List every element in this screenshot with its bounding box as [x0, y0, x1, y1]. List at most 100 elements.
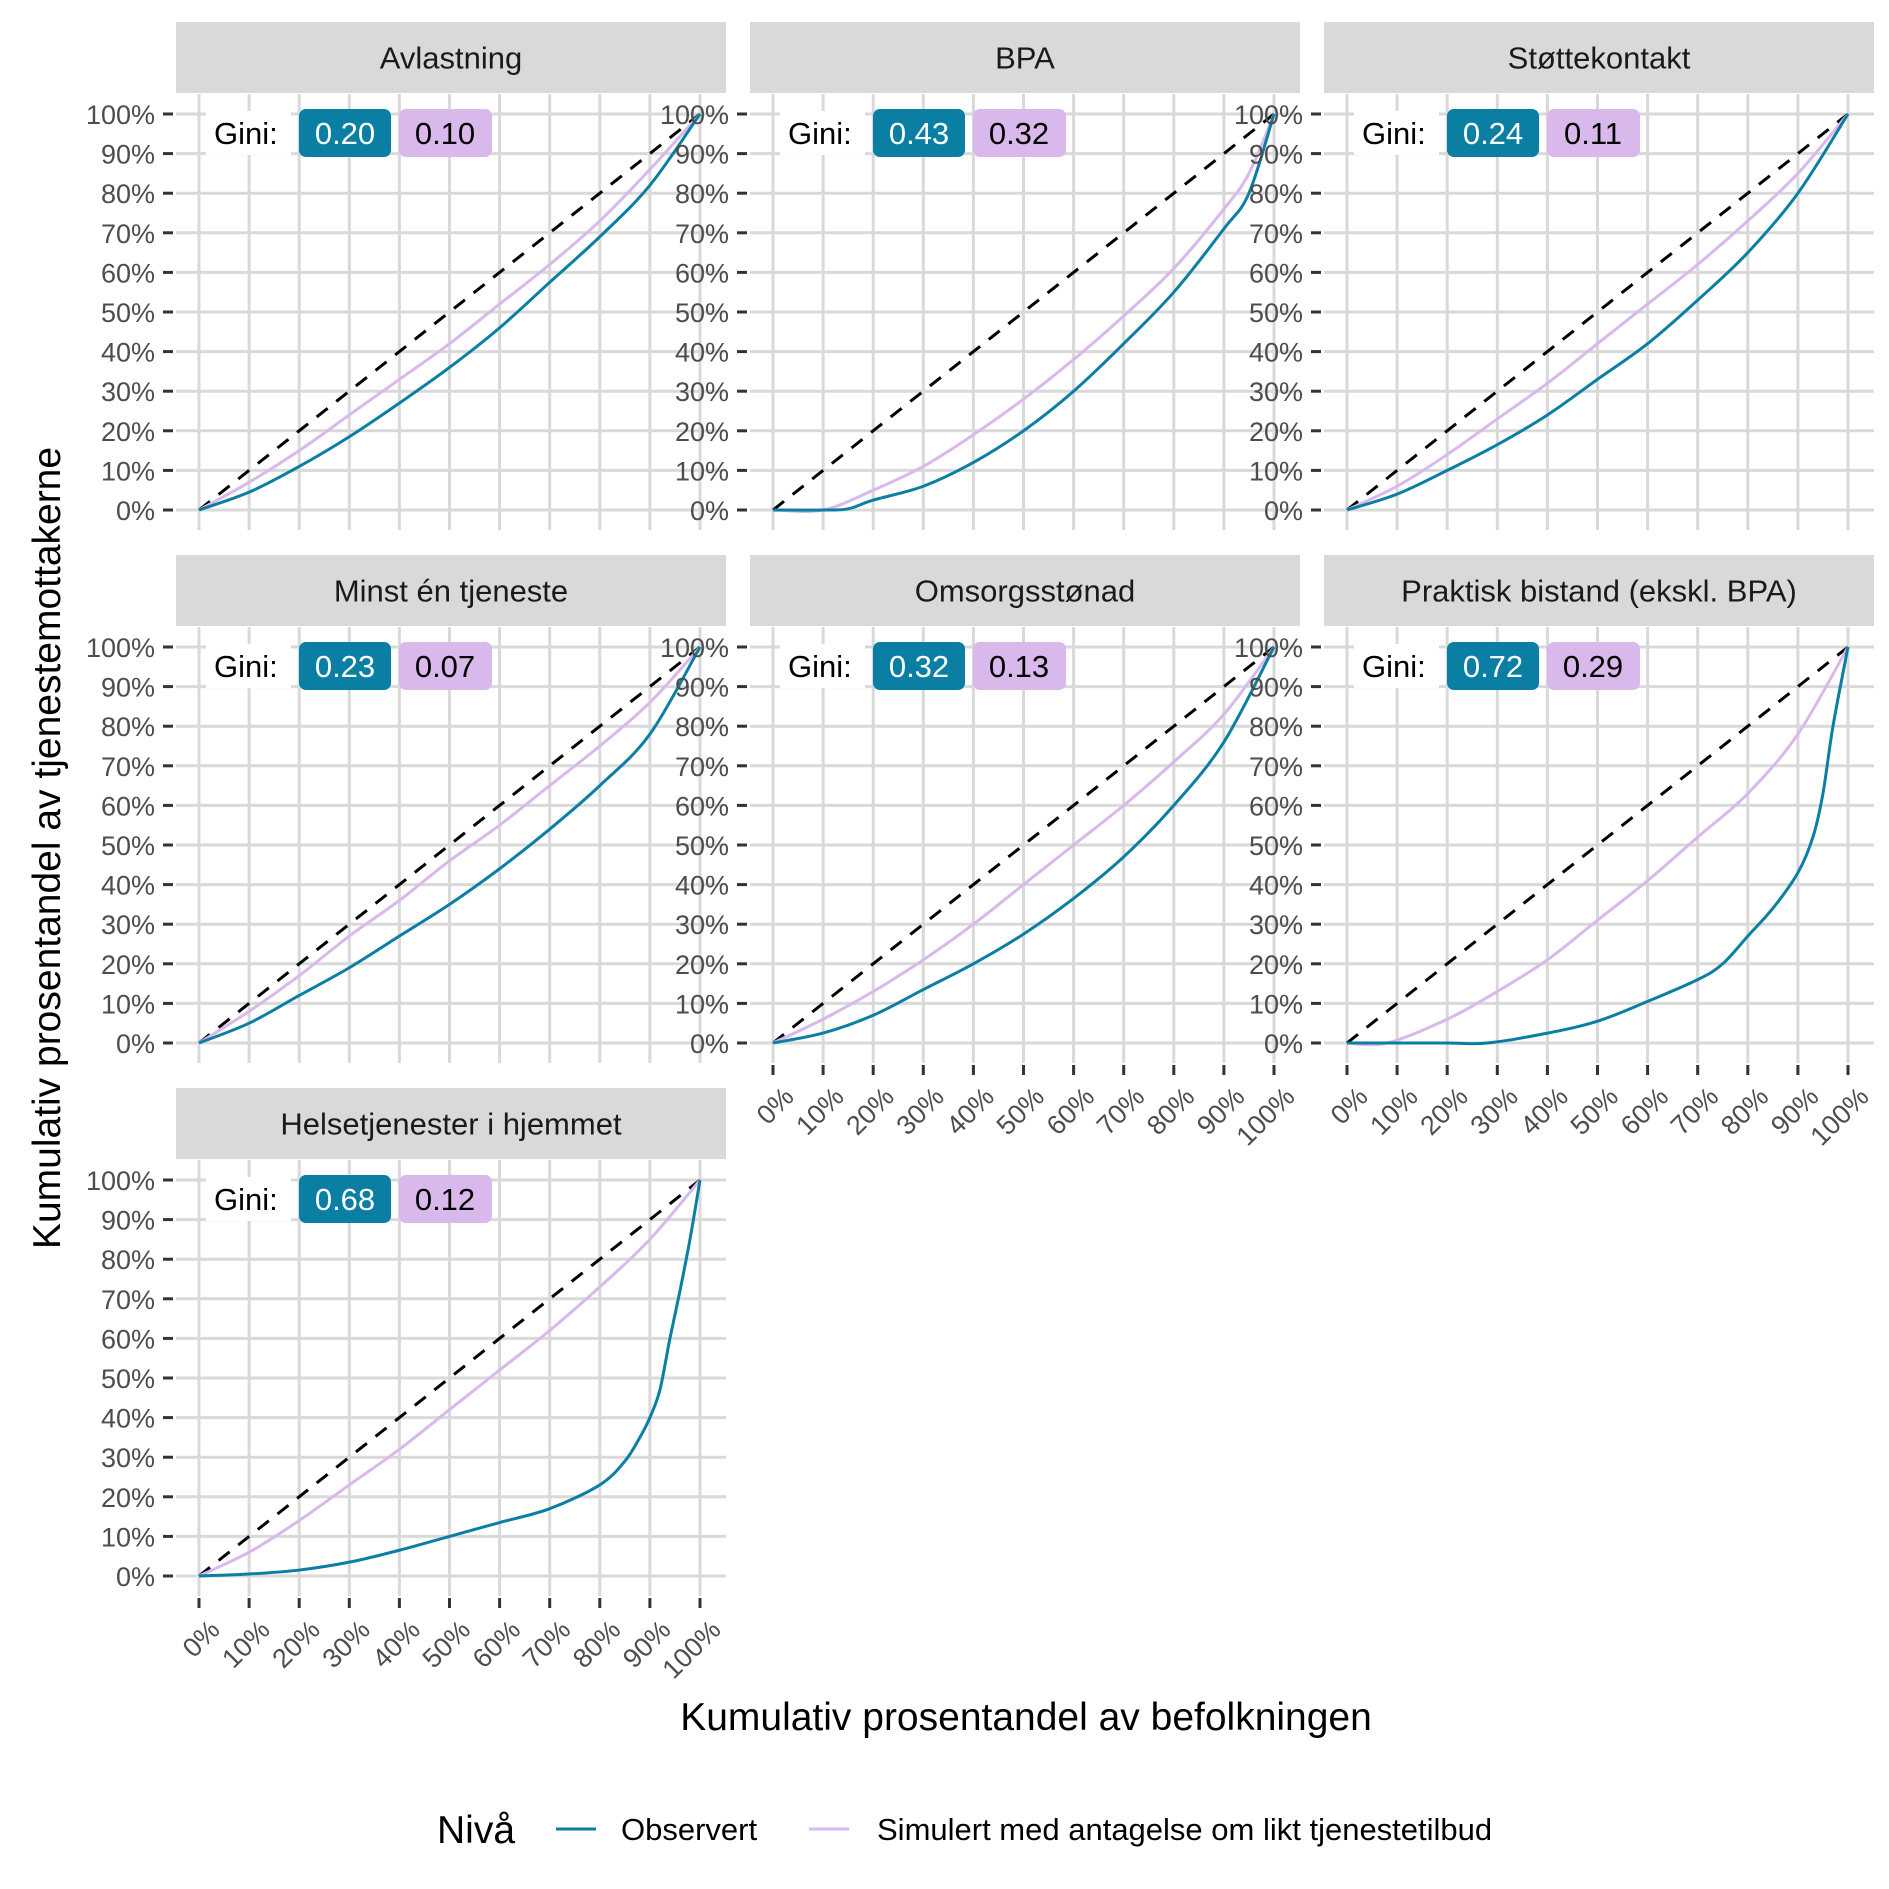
y-tick-label: 60% — [101, 258, 155, 288]
x-tick-label: 20% — [840, 1081, 899, 1140]
y-tick-label: 0% — [690, 496, 729, 526]
y-tick-label: 10% — [101, 1522, 155, 1552]
x-tick-label: 70% — [517, 1614, 576, 1673]
y-tick-label: 90% — [675, 140, 729, 170]
gini-observed-badge — [873, 642, 965, 690]
x-tick-label: 40% — [367, 1614, 426, 1673]
x-tick-label: 20% — [266, 1614, 325, 1673]
y-tick-label: 80% — [101, 179, 155, 209]
x-tick-label: 10% — [790, 1081, 849, 1140]
y-tick-label: 0% — [116, 1562, 155, 1592]
series-observed-line — [198, 646, 702, 1045]
gini-label: Gini: — [1362, 116, 1426, 151]
y-tick-label: 30% — [101, 1443, 155, 1473]
facet-title: Helsetjenester i hjemmet — [280, 1107, 622, 1142]
gini-observed-value: 0.43 — [889, 116, 949, 151]
gini-observed-badge — [299, 642, 391, 690]
y-tick-label: 60% — [1249, 791, 1303, 821]
x-tick-label: 50% — [417, 1614, 476, 1673]
x-tick-label: 30% — [890, 1081, 949, 1140]
y-tick-label: 50% — [1249, 831, 1303, 861]
x-tick-label: 70% — [1091, 1081, 1150, 1140]
y-tick-label: 50% — [675, 831, 729, 861]
gini-simulated-value: 0.10 — [415, 116, 475, 151]
gini-observed-badge — [1447, 109, 1539, 157]
x-tick-label: 80% — [1141, 1081, 1200, 1140]
y-tick-label: 10% — [675, 456, 729, 486]
y-tick-label: 100% — [1234, 100, 1303, 130]
facet-title: Minst én tjeneste — [334, 574, 568, 609]
x-tick-label: 10% — [216, 1614, 275, 1673]
gini-observed-value: 0.72 — [1463, 649, 1523, 684]
x-tick-label: 60% — [467, 1614, 526, 1673]
panel-omsorgsstønad: Omsorgsstønad0%10%20%30%40%50%60%70%80%9… — [660, 555, 1301, 1151]
y-tick-label: 10% — [101, 989, 155, 1019]
y-tick-label: 60% — [101, 1324, 155, 1354]
gini-observed-badge — [873, 109, 965, 157]
gini-observed-value: 0.32 — [889, 649, 949, 684]
y-tick-label: 80% — [1249, 179, 1303, 209]
equality-line — [1346, 645, 1849, 1045]
y-tick-label: 60% — [1249, 258, 1303, 288]
y-tick-label: 10% — [675, 989, 729, 1019]
y-tick-label: 30% — [675, 377, 729, 407]
y-tick-label: 30% — [1249, 910, 1303, 940]
y-tick-label: 100% — [660, 633, 729, 663]
x-tick-label: 60% — [1041, 1081, 1100, 1140]
facet-strip — [1324, 555, 1874, 626]
y-tick-label: 40% — [675, 871, 729, 901]
gini-observed-badge — [299, 1175, 391, 1223]
y-tick-label: 70% — [1249, 219, 1303, 249]
gini-label: Gini: — [788, 116, 852, 151]
y-tick-label: 0% — [116, 1029, 155, 1059]
series-simulated-line — [198, 645, 702, 1045]
gini-simulated-value: 0.07 — [415, 649, 475, 684]
series-observed-line — [1346, 113, 1850, 512]
x-tick-label: 50% — [991, 1081, 1050, 1140]
gini-label-bg — [206, 644, 291, 688]
gini-simulated-badge — [973, 642, 1066, 690]
legend-label-observed: Observert — [621, 1812, 757, 1847]
gini-label-bg — [206, 1177, 291, 1221]
facet-title: Støttekontakt — [1508, 41, 1691, 76]
y-tick-label: 60% — [675, 258, 729, 288]
y-tick-label: 50% — [101, 831, 155, 861]
equality-line — [198, 645, 701, 1045]
y-tick-label: 90% — [101, 140, 155, 170]
y-tick-label: 30% — [675, 910, 729, 940]
series-observed-line — [198, 113, 702, 512]
gini-observed-badge — [1447, 642, 1539, 690]
gini-label: Gini: — [214, 649, 278, 684]
gini-label: Gini: — [214, 1182, 278, 1217]
legend-title: Nivå — [437, 1809, 515, 1852]
gini-simulated-value: 0.13 — [989, 649, 1049, 684]
y-tick-label: 90% — [1249, 140, 1303, 170]
gini-simulated-value: 0.11 — [1564, 116, 1622, 151]
y-tick-label: 20% — [1249, 950, 1303, 980]
series-observed-line — [772, 646, 1276, 1045]
x-tick-label: 100% — [657, 1614, 727, 1684]
y-tick-label: 100% — [660, 100, 729, 130]
y-tick-label: 100% — [86, 1166, 155, 1196]
y-tick-label: 70% — [675, 219, 729, 249]
series-simulated-line — [772, 113, 1276, 513]
gini-label-bg — [780, 644, 865, 688]
y-tick-label: 90% — [675, 673, 729, 703]
x-tick-label: 50% — [1565, 1081, 1624, 1140]
series-simulated-line — [1346, 646, 1850, 1047]
facet-strip — [176, 555, 726, 626]
y-tick-label: 20% — [101, 950, 155, 980]
y-tick-label: 40% — [101, 1404, 155, 1434]
y-tick-label: 90% — [101, 1206, 155, 1236]
gini-label-bg — [206, 111, 291, 155]
gini-simulated-value: 0.32 — [989, 116, 1049, 151]
y-tick-label: 20% — [1249, 417, 1303, 447]
gini-observed-value: 0.23 — [315, 649, 375, 684]
x-tick-label: 70% — [1665, 1081, 1724, 1140]
y-tick-label: 80% — [675, 179, 729, 209]
equality-line — [198, 1178, 701, 1578]
gini-label: Gini: — [788, 649, 852, 684]
series-observed-line — [198, 1179, 702, 1578]
x-tick-label: 100% — [1231, 1081, 1301, 1151]
